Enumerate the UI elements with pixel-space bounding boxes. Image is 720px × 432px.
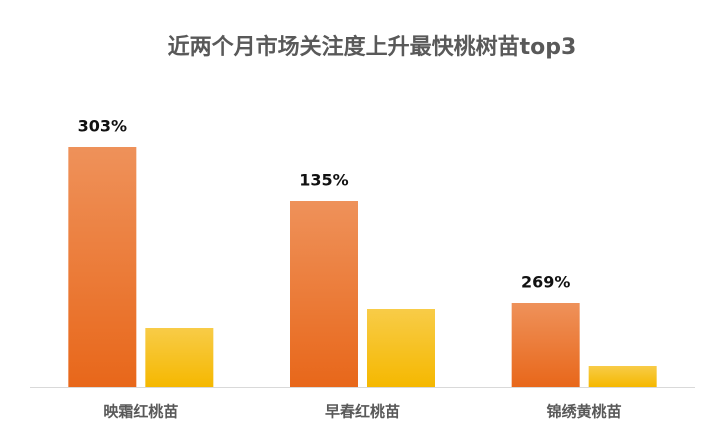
x-tick-label: 早春红桃苗 <box>325 403 400 421</box>
annotation: 303% <box>78 117 127 136</box>
bar <box>145 328 214 387</box>
bar <box>511 303 580 387</box>
x-tick-label: 映霜红桃苗 <box>103 403 178 421</box>
chart-title: 近两个月市场关注度上升最快桃树苗top3 <box>168 34 577 60</box>
bar <box>367 309 435 387</box>
annotation: 135% <box>299 171 348 190</box>
annotation: 269% <box>521 273 570 292</box>
x-tick-label: 锦绣黄桃苗 <box>547 403 622 421</box>
bar <box>68 147 137 387</box>
bar <box>588 366 657 387</box>
bar <box>290 201 358 387</box>
